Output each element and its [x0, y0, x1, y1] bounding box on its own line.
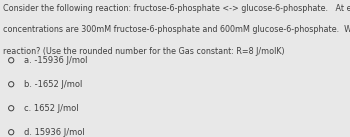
Text: c. 1652 J/mol: c. 1652 J/mol — [24, 104, 78, 113]
Text: concentrations are 300mM fructose-6-phosphate and 600mM glucose-6-phosphate.  Wh: concentrations are 300mM fructose-6-phos… — [3, 25, 350, 34]
Text: d. 15936 J/mol: d. 15936 J/mol — [24, 128, 85, 137]
Text: reaction? (Use the rounded number for the Gas constant: R=8 J/molK): reaction? (Use the rounded number for th… — [3, 47, 285, 56]
Text: Consider the following reaction: fructose-6-phosphate <-> glucose-6-phosphate.  : Consider the following reaction: fructos… — [3, 4, 350, 13]
Text: b. -1652 J/mol: b. -1652 J/mol — [24, 80, 82, 89]
Text: a. -15936 J/mol: a. -15936 J/mol — [24, 56, 87, 65]
